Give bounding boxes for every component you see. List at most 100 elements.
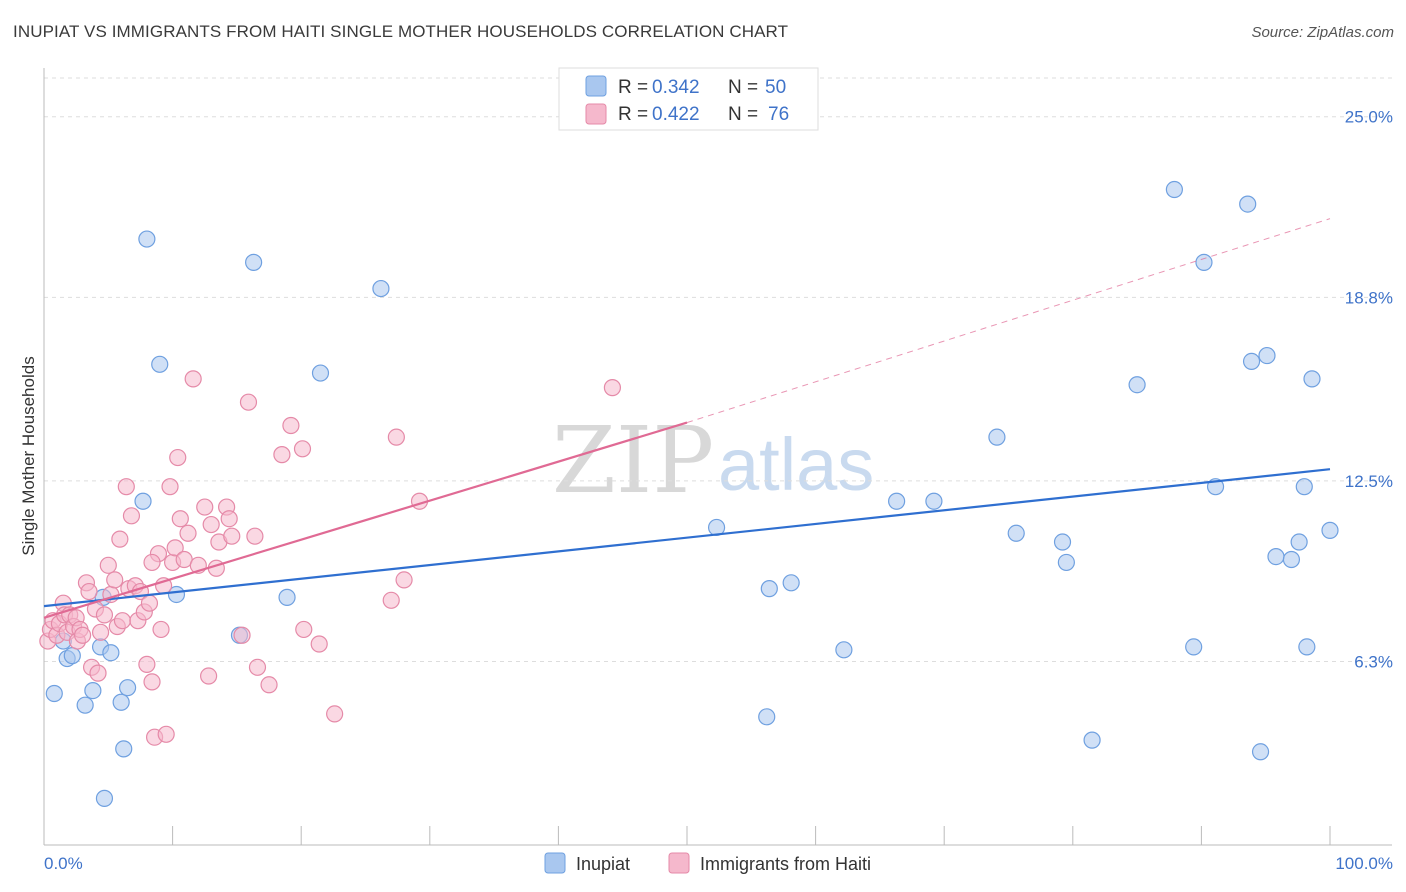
- bottom-legend-label-inupiat: Inupiat: [576, 854, 630, 874]
- haiti-point: [382, 591, 400, 609]
- haiti-point: [310, 635, 328, 653]
- inupiat-point: [1298, 638, 1316, 656]
- haiti-point: [99, 556, 117, 574]
- legend-n-label-1: N =: [728, 77, 758, 98]
- legend-r-value-1: 0.342: [652, 77, 700, 98]
- haiti-point: [246, 527, 264, 545]
- haiti-point: [223, 527, 241, 545]
- x-tick-label-min: 0.0%: [44, 854, 83, 873]
- inupiat-point: [1282, 550, 1301, 569]
- inupiat-point: [988, 428, 1006, 446]
- inupiat-point: [1185, 638, 1203, 656]
- haiti-point: [179, 524, 197, 542]
- inupiat-point: [925, 492, 943, 510]
- haiti-point: [603, 379, 622, 397]
- watermark-atlas: atlas: [718, 423, 874, 506]
- chart-title: INUPIAT VS IMMIGRANTS FROM HAITI SINGLE …: [13, 22, 789, 41]
- y-tick-label: 25.0%: [1345, 108, 1393, 127]
- haiti-point: [73, 626, 92, 644]
- inupiat-point: [102, 644, 120, 662]
- inupiat-point: [95, 789, 114, 807]
- haiti-point: [161, 478, 179, 496]
- haiti-point: [169, 448, 187, 467]
- haiti-point: [295, 620, 313, 639]
- haiti-point: [184, 370, 202, 388]
- haiti-point: [106, 571, 124, 589]
- y-tick-label: 6.3%: [1354, 652, 1393, 671]
- haiti-point: [200, 667, 218, 685]
- inupiat-point: [1239, 195, 1257, 213]
- inupiat-point: [1290, 533, 1308, 551]
- haiti-point: [152, 620, 170, 639]
- haiti-point: [138, 655, 156, 673]
- bottom-legend-label-haiti: Immigrants from Haiti: [700, 854, 871, 874]
- inupiat-point: [45, 684, 63, 703]
- inupiat-point: [1165, 180, 1183, 199]
- inupiat-point: [118, 679, 137, 697]
- haiti-trend-line: [43, 421, 688, 619]
- inupiat-point: [245, 253, 263, 271]
- haiti-point: [140, 594, 159, 612]
- inupiat-point: [1251, 743, 1270, 761]
- grid-lines: [44, 77, 1392, 662]
- haiti-point: [91, 623, 110, 641]
- haiti-trend-extension: [686, 218, 1331, 424]
- inupiat-point: [138, 230, 156, 248]
- inupiat-point: [372, 279, 390, 298]
- inupiat-point: [1267, 547, 1285, 566]
- y-axis-label: Single Mother Households: [19, 356, 38, 555]
- legend-n-label-2: N =: [728, 104, 758, 125]
- inupiat-point: [134, 492, 152, 510]
- haiti-point: [80, 582, 98, 601]
- x-tick-label-max: 100.0%: [1335, 854, 1393, 873]
- inupiat-point: [760, 580, 778, 598]
- inupiat-point: [758, 708, 776, 726]
- haiti-point: [273, 446, 291, 464]
- haiti-point: [260, 676, 278, 694]
- haiti-point: [239, 393, 258, 411]
- inupiat-point: [1195, 253, 1213, 271]
- inupiat-point: [1242, 352, 1261, 371]
- inupiat-point: [76, 696, 94, 714]
- inupiat-point: [63, 647, 81, 665]
- legend-n-value-1: 50: [765, 77, 786, 98]
- inupiat-point: [1007, 524, 1025, 542]
- y-tick-label: 12.5%: [1345, 472, 1393, 491]
- bottom-legend-swatch-haiti: [668, 852, 690, 874]
- haiti-point: [143, 673, 161, 691]
- haiti-point: [166, 539, 184, 557]
- haiti-point: [196, 498, 214, 516]
- inupiat-point: [84, 681, 102, 700]
- haiti-point: [171, 510, 189, 528]
- inupiat-trend-line: [43, 468, 1331, 608]
- haiti-point: [95, 606, 114, 624]
- inupiat-point: [311, 364, 330, 382]
- legend-n-value-2: 76: [768, 104, 789, 125]
- inupiat-point: [278, 588, 296, 606]
- inupiat-point: [112, 693, 130, 711]
- legend-swatch-inupiat: [585, 75, 607, 97]
- haiti-point: [122, 507, 141, 525]
- y-tick-label: 18.8%: [1345, 288, 1393, 307]
- haiti-point: [233, 626, 251, 644]
- correlation-legend: R = 0.342 N = 50 R = 0.422 N = 76: [558, 67, 819, 131]
- haiti-point: [89, 664, 107, 682]
- inupiat-point: [1321, 521, 1339, 539]
- haiti-point: [143, 553, 161, 572]
- inupiat-point: [1057, 553, 1075, 572]
- inupiat-point: [1295, 478, 1313, 496]
- x-axis-ticks: [43, 826, 1331, 845]
- haiti-point: [387, 428, 405, 446]
- legend-r-label-1: R =: [618, 77, 648, 98]
- series-legend: Inupiat Immigrants from Haiti: [544, 852, 871, 874]
- haiti-point: [248, 658, 267, 676]
- bottom-legend-swatch-inupiat: [544, 852, 566, 874]
- haiti-point: [111, 530, 129, 548]
- legend-r-value-2: 0.422: [652, 104, 700, 125]
- source-label: Source: ZipAtlas.com: [1251, 24, 1394, 41]
- inupiat-point: [1053, 533, 1072, 551]
- haiti-point: [202, 515, 220, 534]
- haiti-point: [293, 440, 312, 458]
- inupiat-point: [167, 585, 186, 604]
- haiti-point: [117, 478, 135, 496]
